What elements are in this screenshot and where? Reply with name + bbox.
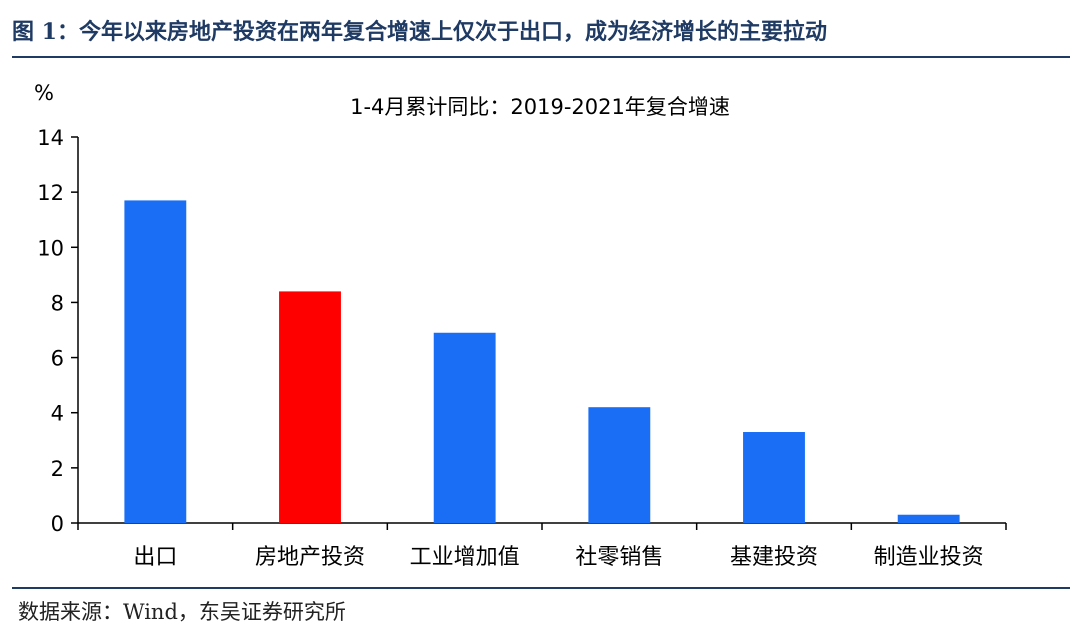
bar-chart: 1-4月累计同比：2019-2021年复合增速 % 0 2 4 6 8 10 12 14 出口… xyxy=(34,81,1007,570)
y-tick-label: 10 xyxy=(37,236,64,260)
bar xyxy=(433,332,496,523)
x-tick-label: 工业增加值 xyxy=(410,545,520,570)
y-tick-label: 6 xyxy=(51,347,64,371)
x-tick-label: 社零销售 xyxy=(575,545,663,570)
x-tick-label: 房地产投资 xyxy=(255,545,365,570)
y-tick-label: 14 xyxy=(37,126,64,150)
chart-title: 1-4月累计同比：2019-2021年复合增速 xyxy=(350,95,730,119)
y-tick-label: 4 xyxy=(51,402,64,426)
source-note: 数据来源：Wind，东吴证券研究所 xyxy=(18,600,346,624)
x-tick-label: 基建投资 xyxy=(730,545,818,570)
y-tick-label: 12 xyxy=(37,181,64,205)
bar xyxy=(279,291,341,523)
x-axis xyxy=(77,522,1007,530)
y-tick-label: 8 xyxy=(51,291,64,315)
y-tick-label: 2 xyxy=(51,457,64,481)
bar xyxy=(743,432,805,523)
x-tick-label: 制造业投资 xyxy=(874,545,984,570)
y-tick-label: 0 xyxy=(51,512,64,536)
bottom-divider xyxy=(12,587,1070,589)
figure-title: 图 1：今年以来房地产投资在两年复合增速上仅次于出口，成为经济增长的主要拉动 xyxy=(12,19,827,45)
x-tick-label: 出口 xyxy=(133,545,177,570)
x-tick-labels: 出口 房地产投资 工业增加值 社零销售 基建投资 制造业投资 xyxy=(133,545,983,570)
top-divider xyxy=(12,56,1070,58)
bar-series xyxy=(124,200,960,523)
bar xyxy=(897,514,960,523)
bar xyxy=(124,200,187,523)
y-axis-unit: % xyxy=(34,81,54,105)
bar xyxy=(588,407,651,523)
y-axis: 0 2 4 6 8 10 12 14 xyxy=(37,126,79,536)
